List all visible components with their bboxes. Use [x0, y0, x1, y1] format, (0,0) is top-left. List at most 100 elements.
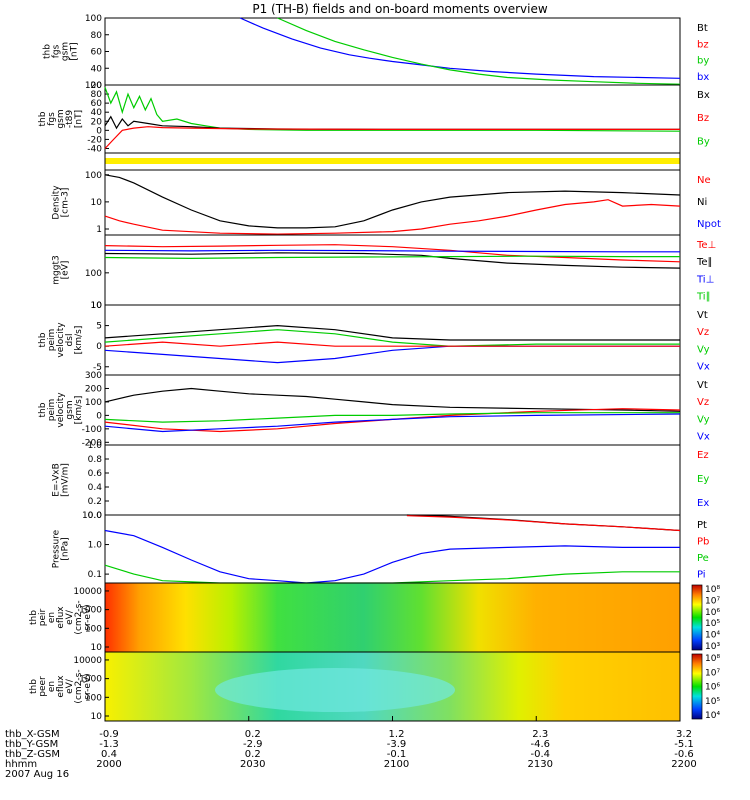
y-tick-label: 0	[96, 126, 102, 136]
x-row-label: thb_X-GSM	[5, 729, 60, 740]
x-tick-label: -1.3	[99, 739, 119, 750]
x-tick-label: 2200	[671, 759, 696, 770]
series-by	[277, 17, 681, 85]
y-tick-label: 10000	[73, 587, 102, 597]
y-tick-label: 0	[96, 411, 102, 421]
y-label: gsm	[61, 42, 71, 61]
legend-Ex: Ex	[697, 498, 709, 509]
y-tick-label: 1	[96, 225, 102, 235]
y-tick-label: -200	[82, 438, 103, 448]
x-tick-label: 2130	[528, 759, 553, 770]
x-tick-label: 0.2	[245, 749, 261, 760]
y-label: gsm	[65, 400, 75, 419]
series-Te⊥	[104, 244, 681, 263]
y-tick-label: 0.0	[88, 511, 103, 521]
y-tick-label: 10	[91, 643, 103, 653]
colorbar-label: 10⁴	[705, 631, 720, 641]
legend-Te∥: Te∥	[696, 257, 713, 268]
y-tick-label: 0.8	[88, 455, 103, 465]
y-tick-label: 10000	[73, 656, 102, 666]
colorbar	[691, 584, 703, 651]
series-Vy	[104, 329, 680, 347]
x-tick-label: -2.9	[243, 739, 263, 750]
legend-bz: bz	[697, 39, 709, 50]
legend-Pi: Pi	[697, 570, 706, 581]
y-label: thb	[38, 402, 48, 417]
legend-Ti⊥: Ti⊥	[696, 274, 714, 285]
y-label: peer	[38, 676, 48, 697]
x-tick-label: -0.1	[387, 749, 407, 760]
y-tick-label: 200	[85, 384, 102, 394]
x-tick-label: 1.2	[389, 729, 405, 740]
x-tick-label: -4.6	[530, 739, 550, 750]
series-Pb	[406, 515, 681, 532]
y-tick-label: 40	[91, 108, 103, 118]
y-label: thb	[38, 332, 48, 347]
x-tick-label: -0.6	[674, 749, 694, 760]
y-tick-label: 100	[85, 624, 102, 634]
y-label: [nT]	[70, 42, 80, 60]
y-tick-label: 5	[96, 322, 102, 332]
y-label: en	[47, 612, 57, 623]
spectrogram-core	[215, 668, 455, 712]
legend-Te⊥: Te⊥	[696, 240, 716, 251]
panel-pressure: Pressure [nPa] 0.1 1.0 10.0 Pt Pb Pe Pi	[52, 511, 709, 584]
y-tick-label: 100	[85, 14, 102, 24]
y-tick-label: 1000	[79, 675, 102, 685]
y-label: [mV/m]	[61, 463, 71, 497]
series-By	[104, 87, 681, 132]
y-label: velocity	[56, 392, 66, 428]
series-Vy	[104, 412, 680, 423]
legend-Vz: Vz	[697, 327, 709, 338]
colorbar-label: 10⁶	[705, 683, 720, 693]
legend-Ez: Ez	[697, 450, 709, 461]
legend-Vy: Vy	[697, 414, 710, 425]
series-Vt	[104, 324, 680, 341]
x-tick-label: 2.3	[532, 729, 548, 740]
spectrogram-fill	[105, 583, 680, 652]
legend-Pt: Pt	[697, 520, 707, 531]
mode-bar	[105, 158, 680, 164]
y-label: [km/s]	[74, 326, 84, 355]
y-tick-label: 10	[91, 198, 103, 208]
panel-efield: E=-VxB [mV/m] 0.0 0.2 0.4 0.6 0.8 1.0 Ez Ey Ex	[52, 441, 710, 521]
y-tick-label: 60	[91, 99, 103, 109]
y-tick-label: 0.4	[88, 483, 103, 493]
x-tick-label: 2000	[96, 759, 121, 770]
y-tick-label: 80	[91, 90, 103, 100]
y-tick-label: 1.0	[88, 541, 103, 551]
legend-Npot: Npot	[697, 219, 721, 230]
y-label: fgs	[52, 44, 62, 58]
y-tick-label: 100	[85, 81, 102, 91]
series-Vx	[104, 345, 680, 364]
y-tick-label: -40	[87, 144, 102, 154]
y-tick-label: 100	[85, 171, 102, 181]
panel-velocity_dsl: thb peim velocity dsl [km/s] -5 0 5 10 Vt Vz Vy Vx	[38, 301, 710, 376]
y-label: (cm2-s-	[74, 669, 84, 703]
legend-Vz: Vz	[697, 397, 709, 408]
panel-frame	[104, 234, 681, 306]
y-label: eV/	[65, 678, 75, 694]
y-label: eflux	[56, 606, 66, 629]
y-label: sr-eV)	[83, 604, 93, 630]
y-tick-label: 100	[85, 269, 102, 279]
legend-By: By	[697, 136, 710, 147]
colorbar-label: 10⁸	[705, 585, 720, 595]
x-row-label: thb_Y-GSM	[5, 739, 58, 750]
legend-Pe: Pe	[697, 553, 709, 564]
y-tick-label: 10	[91, 301, 103, 311]
y-tick-label: 80	[91, 31, 103, 41]
panel-velocity_gsm: thb peim velocity gsm [km/s] -200 -100 0 100 200 3…	[38, 371, 710, 448]
panel-frame	[104, 84, 681, 154]
series-Vx	[104, 413, 681, 433]
y-tick-label: 40	[91, 64, 103, 74]
y-label: E=-VxB	[52, 463, 62, 497]
x-tick-label: 3.2	[676, 729, 692, 740]
y-label: velocity	[56, 322, 66, 358]
legend-Vy: Vy	[697, 344, 710, 355]
y-tick-label: 10	[91, 301, 103, 311]
colorbar-label: 10⁵	[705, 697, 720, 707]
panel-density: Density [cm-3] 1 10 100 Ne Ni Npot	[52, 169, 721, 236]
panel-frame	[104, 17, 681, 86]
legend-Ne: Ne	[697, 175, 711, 186]
